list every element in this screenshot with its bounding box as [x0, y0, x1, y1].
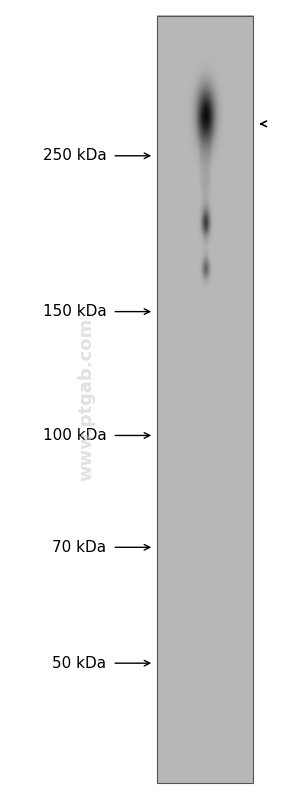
Text: 150 kDa: 150 kDa: [43, 304, 107, 319]
Text: www.ptgab.com: www.ptgab.com: [77, 318, 95, 481]
Text: 100 kDa: 100 kDa: [43, 428, 107, 443]
Text: 250 kDa: 250 kDa: [43, 149, 107, 163]
Text: 70 kDa: 70 kDa: [52, 540, 107, 555]
Bar: [157, 16, 253, 783]
Text: 50 kDa: 50 kDa: [52, 656, 107, 670]
